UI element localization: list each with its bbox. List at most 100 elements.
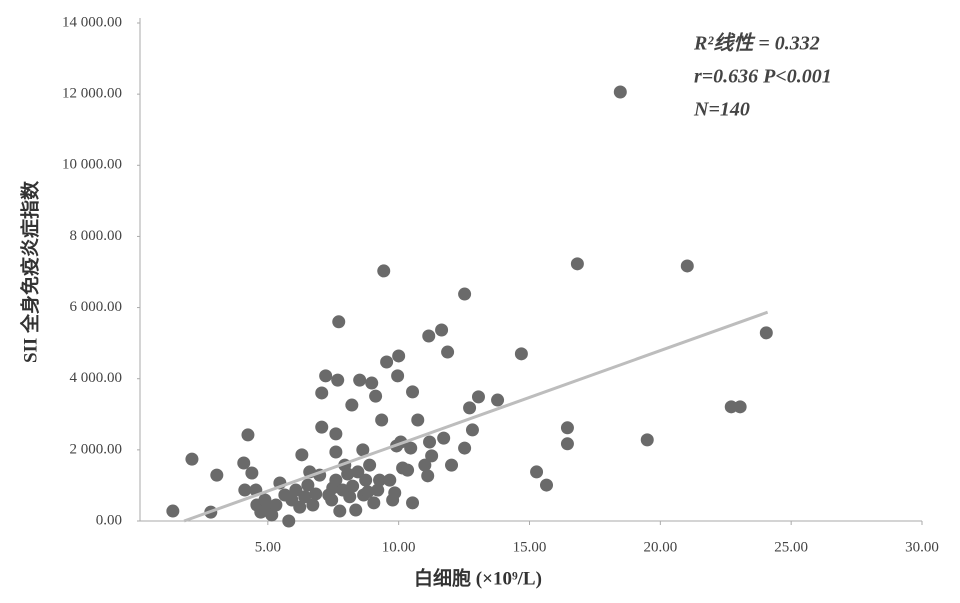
x-tick-label: 15.00	[513, 539, 547, 555]
scatter-point	[406, 496, 420, 510]
scatter-point	[383, 473, 397, 487]
scatter-point	[514, 347, 528, 361]
scatter-point	[343, 490, 357, 504]
scatter-point	[423, 435, 437, 449]
scatter-point	[349, 503, 363, 517]
scatter-point	[388, 486, 402, 500]
scatter-point	[613, 85, 627, 99]
scatter-point	[380, 355, 394, 369]
x-tick-label: 30.00	[905, 539, 939, 555]
y-tick-label: 14 000.00	[62, 14, 122, 30]
scatter-point	[329, 427, 343, 441]
scatter-point	[315, 386, 329, 400]
scatter-point	[421, 469, 435, 483]
scatter-point	[245, 466, 259, 480]
scatter-point	[241, 428, 255, 442]
scatter-point	[458, 287, 472, 301]
scatter-point	[319, 369, 333, 383]
scatter-point	[759, 326, 773, 340]
scatter-point	[445, 458, 459, 472]
scatter-point	[441, 345, 455, 359]
x-tick-label: 10.00	[382, 539, 416, 555]
scatter-point	[425, 449, 439, 463]
y-tick-label: 6 000.00	[70, 299, 123, 315]
scatter-point	[570, 257, 584, 271]
scatter-point	[210, 468, 224, 482]
scatter-point	[680, 259, 694, 273]
scatter-point	[269, 498, 283, 512]
y-tick-label: 10 000.00	[62, 157, 122, 173]
scatter-point	[411, 413, 425, 427]
scatter-point	[375, 413, 389, 427]
scatter-point	[306, 498, 320, 512]
scatter-point	[377, 264, 391, 278]
scatter-point	[295, 448, 309, 462]
scatter-point	[435, 323, 449, 337]
y-axis-title: SII 全身免疫炎症指数	[18, 180, 41, 363]
scatter-point	[392, 349, 406, 363]
scatter-point	[329, 473, 343, 487]
scatter-point	[363, 458, 377, 472]
scatter-point	[391, 369, 405, 383]
scatter-point	[346, 479, 360, 493]
scatter-point	[282, 514, 296, 528]
trend-line	[183, 310, 769, 523]
scatter-point	[353, 373, 367, 387]
scatter-point	[560, 421, 574, 435]
scatter-point	[237, 456, 251, 470]
scatter-point	[463, 401, 477, 415]
annotation: N=140	[693, 99, 750, 121]
scatter-point	[333, 504, 347, 518]
scatter-point	[329, 445, 343, 459]
scatter-point	[437, 431, 451, 445]
scatter-point	[238, 483, 252, 497]
scatter-point	[401, 463, 415, 477]
y-tick-label: 2 000.00	[70, 441, 123, 457]
scatter-point	[491, 393, 505, 407]
scatter-point	[325, 493, 339, 507]
scatter-point	[733, 400, 747, 414]
scatter-point	[560, 437, 574, 451]
scatter-point	[166, 504, 180, 518]
scatter-point	[465, 423, 479, 437]
annotation: R²线性 = 0.332	[693, 32, 820, 55]
scatter-point	[298, 490, 312, 504]
scatter-point	[530, 465, 544, 479]
x-tick-label: 20.00	[643, 539, 677, 555]
scatter-point	[369, 389, 383, 403]
scatter-point	[540, 478, 554, 492]
scatter-point	[640, 433, 654, 447]
scatter-point	[471, 390, 485, 404]
scatter-point	[373, 473, 387, 487]
scatter-point	[351, 465, 365, 479]
x-axis-title: 白细胞 (×10⁹/L)	[414, 566, 542, 589]
scatter-point	[332, 315, 346, 329]
scatter-point	[185, 452, 199, 466]
scatter-point	[418, 458, 432, 472]
scatter-point	[289, 483, 303, 497]
scatter-point	[458, 441, 472, 455]
y-tick-label: 4 000.00	[70, 370, 123, 386]
scatter-point	[361, 485, 375, 499]
scatter-point	[265, 508, 279, 522]
scatter-point	[293, 500, 307, 514]
y-tick-label: 0.00	[96, 512, 122, 528]
scatter-point	[356, 443, 370, 457]
annotation: r=0.636 P<0.001	[694, 66, 832, 88]
x-tick-label: 5.00	[255, 539, 281, 555]
scatter-point	[258, 493, 272, 507]
scatter-point	[724, 400, 738, 414]
scatter-point	[341, 467, 355, 481]
y-tick-label: 12 000.00	[62, 86, 122, 102]
y-tick-label: 8 000.00	[70, 228, 123, 244]
scatter-point	[406, 385, 420, 399]
x-tick-label: 25.00	[774, 539, 808, 555]
scatter-point	[422, 329, 436, 343]
scatter-point	[309, 487, 323, 501]
scatter-point	[331, 373, 345, 387]
scatter-point	[359, 473, 373, 487]
scatter-point	[367, 496, 381, 510]
scatter-point	[315, 420, 329, 434]
